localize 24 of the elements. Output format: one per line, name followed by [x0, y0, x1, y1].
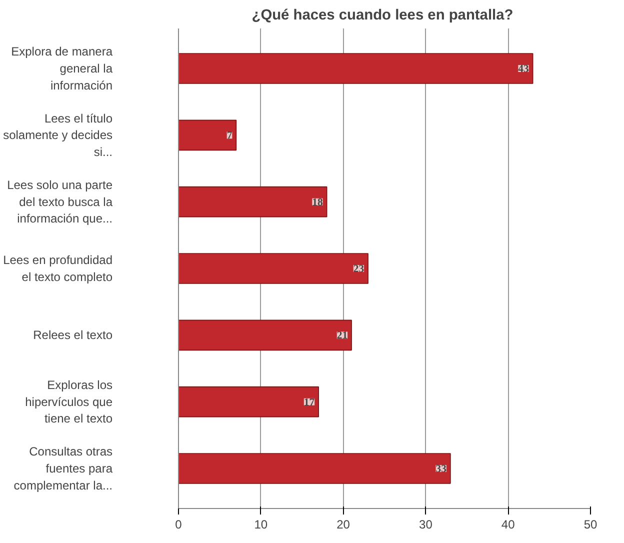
- y-tick-label: Relees el texto: [33, 328, 113, 342]
- x-tick-label: 20: [336, 518, 350, 532]
- y-tick-label: Explora de manera general la información: [11, 44, 113, 92]
- data-label: 17: [304, 397, 316, 408]
- x-tick-label: 50: [584, 518, 598, 532]
- data-label: 7: [226, 130, 233, 142]
- chart-title: ¿Qué haces cuando lees en pantalla?: [252, 8, 514, 24]
- y-tick-label: Lees solo una parte del texto busca la información que...: [7, 178, 113, 226]
- bar: [178, 186, 328, 218]
- y-tick-label: Lees en profundidad el texto completo: [3, 253, 113, 284]
- y-tick-label: Consultas otras fuentes para complementar la...: [14, 444, 113, 492]
- bar: [178, 53, 534, 84]
- bar: [178, 253, 368, 284]
- bar: [178, 120, 237, 151]
- x-tick-label: 0: [175, 518, 182, 532]
- x-tick-label: 40: [501, 518, 516, 532]
- x-tick-label: 10: [254, 518, 268, 532]
- bar: [178, 386, 319, 418]
- y-tick-label: Exploras los hipervículos que tiene el texto: [25, 378, 113, 426]
- data-label: 21: [336, 330, 348, 342]
- bar: [178, 320, 352, 351]
- x-tick-label: 30: [419, 518, 433, 532]
- y-tick-label: Lees el título solamente y decides si...: [3, 111, 113, 159]
- bar: [178, 453, 451, 484]
